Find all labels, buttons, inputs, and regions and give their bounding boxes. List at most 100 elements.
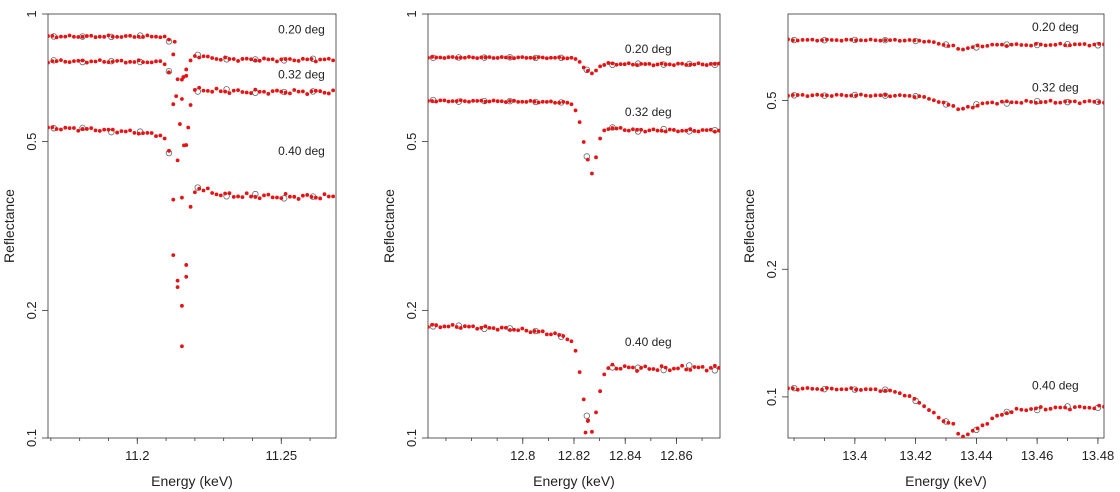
- model-point: [893, 389, 897, 394]
- model-point: [1063, 99, 1068, 104]
- model-point: [1009, 42, 1014, 47]
- model-point: [184, 67, 189, 72]
- model-point: [805, 37, 810, 42]
- model-point: [655, 62, 660, 67]
- model-point: [667, 368, 672, 373]
- model-point: [800, 92, 805, 97]
- model-point: [67, 60, 72, 64]
- model-point: [528, 98, 533, 103]
- model-point: [184, 263, 189, 267]
- model-point: [844, 93, 849, 98]
- model-point: [931, 40, 936, 45]
- model-point: [907, 38, 912, 42]
- model-point: [270, 57, 275, 62]
- model-point: [128, 128, 132, 133]
- model-point: [553, 100, 557, 105]
- model-point: [214, 192, 219, 197]
- y-tick-label: 0.2: [764, 260, 779, 278]
- model-point: [197, 55, 202, 60]
- model-point: [331, 88, 336, 93]
- model-point: [667, 62, 672, 67]
- model-point: [965, 432, 970, 437]
- model-point: [946, 420, 951, 425]
- model-point: [520, 326, 525, 331]
- model-point: [136, 58, 141, 63]
- model-point: [495, 99, 500, 104]
- model-point: [800, 37, 805, 42]
- model-point: [186, 125, 191, 130]
- measured-point: [686, 362, 693, 369]
- model-point: [430, 322, 434, 327]
- model-point: [561, 334, 566, 338]
- model-point: [639, 127, 644, 132]
- model-point: [495, 56, 500, 60]
- model-point: [859, 92, 863, 97]
- model-point: [257, 196, 262, 201]
- model-point: [93, 35, 98, 40]
- model-point: [240, 57, 245, 61]
- model-point: [309, 57, 314, 61]
- model-point: [184, 73, 189, 78]
- model-point: [145, 60, 150, 65]
- model-point: [1004, 99, 1009, 104]
- model-point: [849, 386, 854, 391]
- model-point: [305, 57, 310, 62]
- series-0-40-deg: [788, 384, 1104, 438]
- model-point: [1058, 405, 1063, 410]
- model-point: [479, 98, 484, 103]
- model-point: [922, 404, 927, 409]
- model-point: [795, 93, 800, 97]
- model-point: [257, 89, 262, 94]
- measured-point: [583, 412, 591, 419]
- model-point: [700, 364, 705, 369]
- series-0-40-deg: [428, 322, 720, 435]
- model-point: [262, 56, 266, 61]
- series-0-20-deg: [788, 36, 1104, 52]
- model-point: [888, 94, 892, 99]
- model-point: [524, 56, 529, 60]
- model-point: [80, 58, 85, 63]
- model-point: [990, 416, 995, 421]
- model-point: [1053, 100, 1058, 105]
- x-axis-label: Energy (keV): [905, 473, 987, 489]
- y-tick-label: 1: [404, 10, 419, 17]
- model-point: [63, 34, 68, 39]
- model-point: [676, 61, 680, 66]
- model-point: [167, 37, 171, 42]
- model-point: [859, 388, 863, 392]
- model-point: [961, 47, 965, 52]
- model-point: [1082, 42, 1087, 46]
- model-point: [708, 365, 713, 370]
- model-point: [106, 33, 111, 38]
- model-point: [594, 155, 598, 160]
- model-point: [888, 388, 892, 393]
- model-point: [671, 63, 676, 68]
- y-tick-label: 0.1: [24, 429, 39, 447]
- model-point: [643, 62, 648, 66]
- model-point: [663, 365, 668, 370]
- model-point: [188, 204, 193, 209]
- model-point: [549, 55, 553, 60]
- model-point: [684, 128, 689, 133]
- model-point: [573, 57, 578, 61]
- model-point: [878, 93, 883, 98]
- model-point: [524, 100, 529, 104]
- model-point: [175, 158, 180, 163]
- series-0-32-deg: [788, 91, 1104, 112]
- model-point: [590, 171, 594, 176]
- model-point: [106, 60, 111, 65]
- model-point: [205, 88, 210, 93]
- model-point: [820, 387, 824, 392]
- model-point: [97, 58, 102, 62]
- model-point: [671, 128, 676, 132]
- model-point: [296, 59, 301, 63]
- model-point: [231, 88, 236, 93]
- model-point: [859, 38, 863, 43]
- model-point: [54, 127, 59, 131]
- model-point: [854, 93, 858, 98]
- model-point: [123, 34, 128, 38]
- model-point: [430, 55, 434, 59]
- x-tick-label: 12.8: [510, 448, 535, 463]
- model-point: [475, 326, 480, 331]
- model-point: [544, 56, 549, 61]
